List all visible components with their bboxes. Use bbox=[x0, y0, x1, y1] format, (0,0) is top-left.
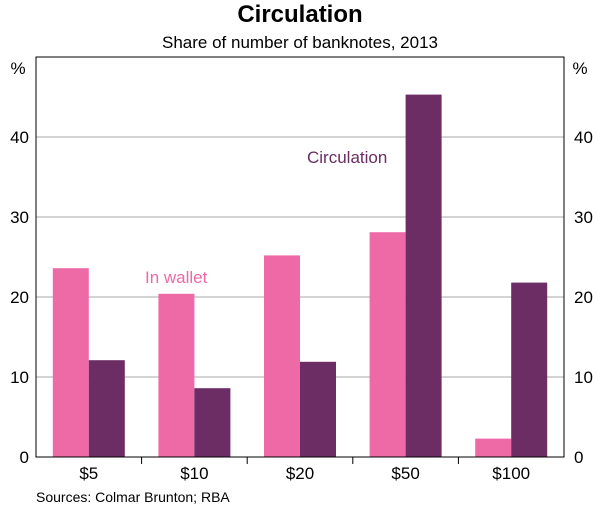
y-tick-label-left: 10 bbox=[10, 368, 29, 387]
bar-in-wallet-2 bbox=[264, 255, 300, 457]
bar-in-wallet-0 bbox=[52, 268, 89, 457]
y-unit-left: % bbox=[10, 59, 25, 78]
y-tick-label-left: 20 bbox=[10, 288, 29, 307]
bar-in-wallet-4 bbox=[475, 438, 512, 457]
x-tick-labels: $5 $10 $20 $50 $100 bbox=[79, 464, 530, 483]
chart-subtitle: Share of number of banknotes, 2013 bbox=[162, 33, 438, 52]
y-tick-label-left: 30 bbox=[10, 208, 29, 227]
bar-in-wallet-1 bbox=[158, 293, 195, 457]
y-ticks-left: 0 10 20 30 40 bbox=[10, 128, 29, 467]
y-tick-label-right: 10 bbox=[574, 368, 593, 387]
y-tick-label-left: 0 bbox=[20, 448, 29, 467]
x-ticks bbox=[141, 457, 459, 464]
y-tick-label-right: 30 bbox=[574, 208, 593, 227]
plot-frame bbox=[35, 56, 565, 458]
y-unit-right: % bbox=[572, 59, 587, 78]
bar-circulation-1 bbox=[194, 388, 231, 457]
bar-circulation-4 bbox=[511, 282, 548, 457]
bars bbox=[52, 94, 548, 457]
x-tick-label: $5 bbox=[79, 464, 98, 483]
x-tick-label: $10 bbox=[180, 464, 208, 483]
x-tick-label: $100 bbox=[492, 464, 530, 483]
legend-circulation: Circulation bbox=[307, 148, 387, 167]
y-ticks-right: 0 10 20 30 40 bbox=[574, 128, 593, 467]
bar-circulation-3 bbox=[405, 94, 442, 457]
x-tick-label: $50 bbox=[391, 464, 419, 483]
legend-in-wallet: In wallet bbox=[145, 268, 208, 287]
bar-in-wallet-3 bbox=[369, 232, 406, 457]
bar-circulation-2 bbox=[300, 361, 336, 457]
bar-circulation-0 bbox=[88, 360, 125, 457]
source-note: Sources: Colmar Brunton; RBA bbox=[36, 489, 230, 505]
y-tick-label-right: 0 bbox=[574, 448, 583, 467]
y-tick-label-right: 40 bbox=[574, 128, 593, 147]
chart-title: Circulation bbox=[237, 1, 362, 28]
x-tick-label: $20 bbox=[286, 464, 314, 483]
y-tick-label-left: 40 bbox=[10, 128, 29, 147]
y-tick-label-right: 20 bbox=[574, 288, 593, 307]
